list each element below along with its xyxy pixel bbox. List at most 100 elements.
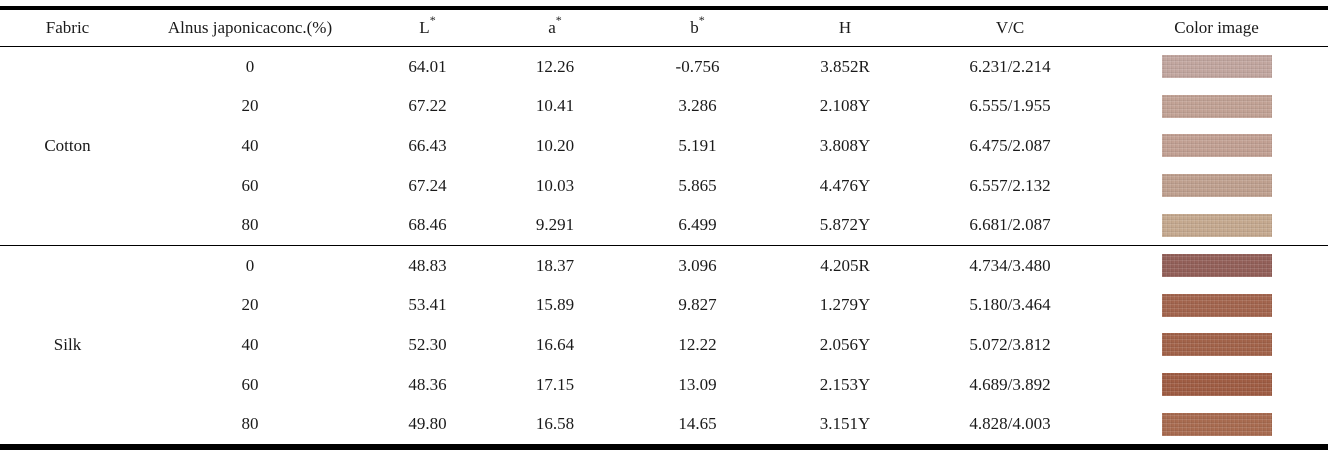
- concentration-cell: 40: [241, 334, 259, 354]
- column-header-L: L*: [365, 8, 490, 47]
- a-value-cell: 16.58: [535, 414, 575, 434]
- concentration-cell: 20: [241, 295, 259, 315]
- a-value-cell: 9.291: [535, 215, 575, 235]
- fabric-label-silk: Silk: [0, 244, 135, 447]
- a-value-cell: 10.41: [535, 96, 575, 116]
- dye-results-table: Fabric Alnus japonicaconc.(%) L* a* b* H V/C Co…: [0, 6, 1328, 450]
- color-image-cell: [1105, 87, 1328, 127]
- lightness-cell: 67.22: [408, 96, 447, 116]
- b-value-cell: 12.22: [678, 334, 717, 354]
- column-header-conc: Alnus japonicaconc.(%): [135, 8, 365, 47]
- b-value-cell: 5.191: [678, 135, 717, 155]
- value-chroma-cell: 4.689/3.892: [969, 374, 1051, 394]
- table-row-silk-80: 80 49.80 16.58 14.65 3.151Y 4.828/4.003: [0, 404, 1328, 447]
- color-image-cell: [1105, 404, 1328, 447]
- fabric-color-swatch: [1161, 213, 1272, 237]
- a-value-cell: 10.20: [535, 135, 575, 155]
- b-value-cell: 3.096: [620, 244, 775, 286]
- a-value-cell: 18.37: [490, 244, 620, 286]
- fabric-color-swatch: [1161, 94, 1272, 118]
- value-chroma-cell: 6.555/1.955: [969, 96, 1051, 116]
- a-value-cell: 15.89: [535, 295, 575, 315]
- column-header-VC: V/C: [915, 8, 1105, 47]
- concentration-cell: 0: [245, 56, 255, 76]
- concentration-cell: 80: [241, 215, 259, 235]
- color-image-cell: [1105, 126, 1328, 166]
- lightness-cell: 64.01: [408, 56, 447, 76]
- color-image-cell: [1105, 325, 1328, 365]
- hue-cell: 4.476Y: [819, 175, 871, 195]
- b-value-cell: 9.827: [678, 295, 717, 315]
- fabric-color-swatch: [1161, 373, 1272, 397]
- asterisk-superscript: *: [698, 13, 705, 28]
- value-chroma-cell: 6.557/2.132: [969, 175, 1051, 195]
- color-image-cell: [1105, 365, 1328, 405]
- a-value-cell: 10.03: [535, 175, 575, 195]
- value-chroma-cell: 5.180/3.464: [969, 295, 1051, 315]
- lightness-cell: 68.46: [408, 215, 447, 235]
- fabric-color-swatch: [1161, 174, 1272, 198]
- color-image-cell: [1105, 47, 1328, 87]
- column-header-color_image: Color image: [1105, 8, 1328, 47]
- b-value-cell: 6.499: [678, 215, 717, 235]
- hue-cell: 2.108Y: [819, 96, 871, 116]
- a-value-cell: 17.15: [535, 374, 575, 394]
- table-row-silk-0: Silk 0 48.83 18.37 3.096 4.205R 4.734/3.480: [0, 244, 1328, 447]
- value-chroma-cell: 5.072/3.812: [969, 334, 1051, 354]
- hue-cell: 2.056Y: [819, 334, 871, 354]
- hue-cell: 1.279Y: [819, 295, 871, 315]
- hue-cell: 3.808Y: [819, 135, 871, 155]
- color-image-cell: [1105, 166, 1328, 206]
- table-row-silk-40: 40 52.30 16.64 12.22 2.056Y 5.072/3.812: [0, 325, 1328, 365]
- column-header-b: b*: [620, 8, 775, 47]
- color-image-cell: [1105, 205, 1328, 245]
- fabric-color-swatch: [1161, 134, 1272, 158]
- fabric-color-swatch: [1161, 412, 1272, 436]
- concentration-cell: 80: [241, 414, 259, 434]
- concentration-cell: 40: [241, 135, 259, 155]
- lightness-cell: 53.41: [408, 295, 447, 315]
- concentration-cell: 0: [135, 244, 365, 286]
- lightness-cell: 67.24: [408, 175, 447, 195]
- lightness-cell: 49.80: [408, 414, 447, 434]
- concentration-cell: 60: [241, 374, 259, 394]
- value-chroma-cell: 4.734/3.480: [915, 244, 1105, 286]
- concentration-cell: 60: [241, 175, 259, 195]
- lightness-cell: 66.43: [408, 135, 447, 155]
- concentration-cell: 20: [241, 96, 259, 116]
- fabric-color-swatch: [1161, 333, 1272, 357]
- hue-cell: 3.151Y: [819, 414, 871, 434]
- hue-cell: 5.872Y: [819, 215, 871, 235]
- hue-cell: 2.153Y: [819, 374, 871, 394]
- value-chroma-cell: 6.681/2.087: [969, 215, 1051, 235]
- value-chroma-cell: 6.231/2.214: [969, 56, 1051, 76]
- color-image-cell: [1105, 286, 1328, 326]
- asterisk-superscript: *: [429, 13, 436, 28]
- b-value-cell: 14.65: [678, 414, 717, 434]
- table-row-cotton-60: 60 67.24 10.03 5.865 4.476Y 6.557/2.132: [0, 166, 1328, 206]
- b-value-cell: 13.09: [678, 374, 717, 394]
- lightness-cell: 52.30: [408, 334, 447, 354]
- hue-cell: 4.205R: [775, 244, 915, 286]
- column-header-H: H: [775, 8, 915, 47]
- hue-cell: 3.852R: [820, 56, 870, 76]
- table-body: Cotton 0 64.01 12.26 -0.756 3.852R 6.231/2.214…: [0, 47, 1328, 447]
- fabric-label-cotton: Cotton: [44, 135, 91, 155]
- fabric-color-swatch: [1161, 55, 1272, 79]
- value-chroma-cell: 6.475/2.087: [969, 135, 1051, 155]
- table-row-cotton-20: 20 67.22 10.41 3.286 2.108Y 6.555/1.955: [0, 87, 1328, 127]
- table-row-silk-20: 20 53.41 15.89 9.827 1.279Y 5.180/3.464: [0, 286, 1328, 326]
- header-row: Fabric Alnus japonicaconc.(%) L* a* b* H V/C Co…: [0, 8, 1328, 47]
- table-row-silk-60: 60 48.36 17.15 13.09 2.153Y 4.689/3.892: [0, 365, 1328, 405]
- b-value-cell: -0.756: [675, 56, 720, 76]
- value-chroma-cell: 4.828/4.003: [969, 414, 1051, 434]
- column-header-fabric: Fabric: [0, 8, 135, 47]
- a-value-cell: 16.64: [535, 334, 575, 354]
- b-value-cell: 5.865: [678, 175, 717, 195]
- column-header-a: a*: [490, 8, 620, 47]
- table-row-cotton-40: 40 66.43 10.20 5.191 3.808Y 6.475/2.087: [0, 126, 1328, 166]
- b-value-cell: 3.286: [678, 96, 717, 116]
- fabric-color-swatch: [1161, 254, 1272, 278]
- table-row-cotton-80: 80 68.46 9.291 6.499 5.872Y 6.681/2.087: [0, 205, 1328, 245]
